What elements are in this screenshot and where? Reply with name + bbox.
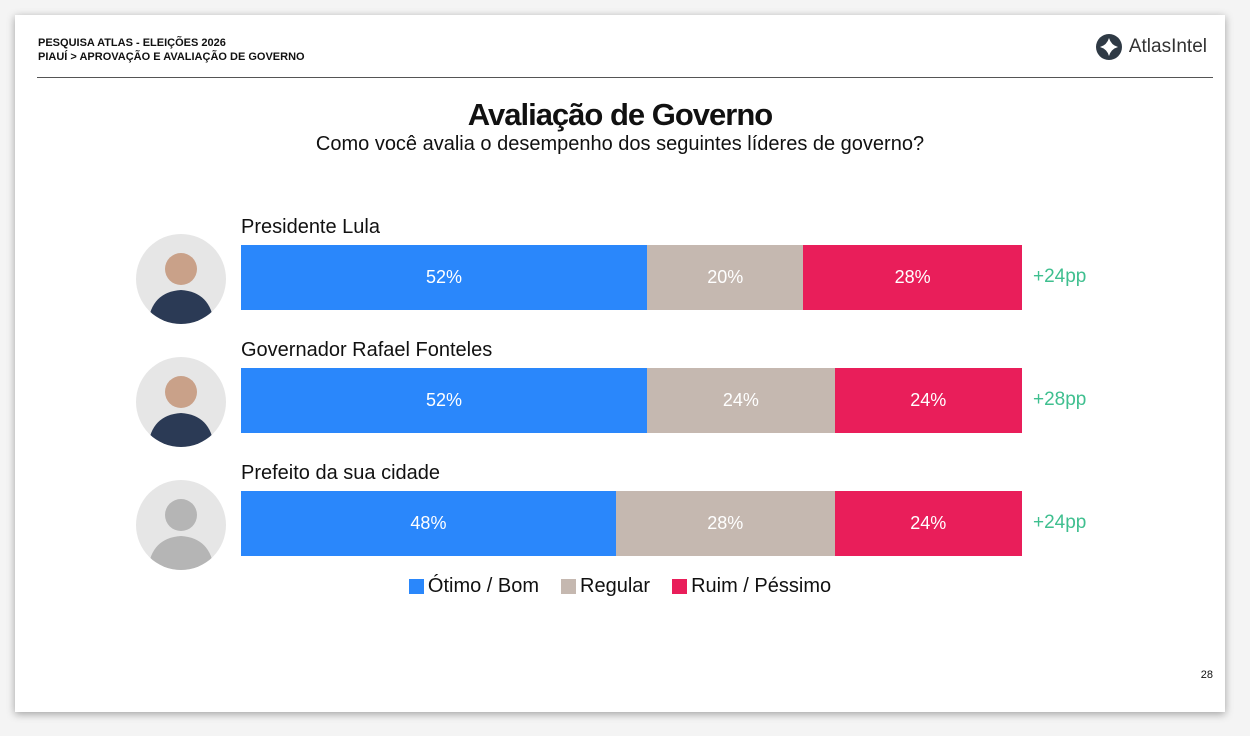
chart-row: Presidente Lula 52% 20% 28% +24pp [135,216,1135,332]
stacked-bar: 52% 20% 28% [241,245,1022,310]
atlasintel-logo: AtlasIntel [1095,33,1207,61]
chart-title: Avaliação de Governo [467,97,773,132]
data-label: 20% [707,267,744,287]
legend-swatch [672,579,688,594]
legend-item: Ruim / Péssimo [672,575,831,598]
data-label: 52% [426,267,463,287]
row-label: Governador Rafael Fonteles [241,339,493,361]
stacked-bar: 52% 24% 24% [241,368,1022,433]
page-number: 28 [1200,669,1213,681]
bar-segment: 24% [834,368,1022,433]
header-line1: PESQUISA ATLAS - ELEIÇÕES 2026 [38,37,226,49]
legend-label: Regular [580,575,651,597]
data-label: 24% [722,390,759,410]
legend: Ótimo / Bom Regular Ruim / Péssimo [15,575,1225,598]
legend-swatch [561,579,577,594]
row-label: Prefeito da sua cidade [241,462,441,484]
person-avatar-icon [136,480,226,570]
header-divider [37,77,1213,78]
bar-segment: 24% [647,368,835,433]
legend-label: Ruim / Péssimo [691,575,832,597]
breadcrumb: PIAUÍ > APROVAÇÃO E AVALIAÇÃO DE GOVERNO [38,51,305,63]
bar-segment: 52% [241,245,648,310]
data-label: 28% [894,267,931,287]
legend-label: Ótimo / Bom [427,575,540,597]
bar-segment: 48% [241,491,616,556]
bar-segment: 28% [615,491,835,556]
net-balance: +24pp [1033,266,1087,287]
chart-subtitle: Como você avalia o desempenho dos seguin… [315,133,925,155]
legend-item: Ótimo / Bom [408,575,540,598]
bar-segment: 24% [834,491,1022,556]
atlas-logo-icon [1095,34,1122,60]
slide-header: PESQUISA ATLAS - ELEIÇÕES 2026 PIAUÍ > A… [38,36,305,64]
bar-segment: 52% [241,368,648,433]
slide: PESQUISA ATLAS - ELEIÇÕES 2026 PIAUÍ > A… [15,15,1225,712]
bar-segment: 20% [647,245,804,310]
person-avatar-icon [136,234,226,324]
data-label: 52% [426,390,463,410]
data-label: 24% [910,513,947,533]
legend-item: Regular [561,575,650,598]
stacked-bar: 48% 28% 24% [241,491,1022,556]
legend-swatch [408,579,424,594]
person-avatar-icon [136,357,226,447]
data-label: 24% [910,390,947,410]
chart-row: Prefeito da sua cidade 48% 28% 24% +24pp [135,462,1135,578]
bar-segment: 28% [803,245,1022,310]
data-label: 48% [410,513,447,533]
row-label: Presidente Lula [241,216,380,238]
data-label: 28% [707,513,744,533]
logo-text: AtlasIntel [1128,36,1207,57]
net-balance: +24pp [1033,512,1087,533]
net-balance: +28pp [1033,389,1087,410]
chart-row: Governador Rafael Fonteles 52% 24% 24% +28pp [135,339,1135,455]
